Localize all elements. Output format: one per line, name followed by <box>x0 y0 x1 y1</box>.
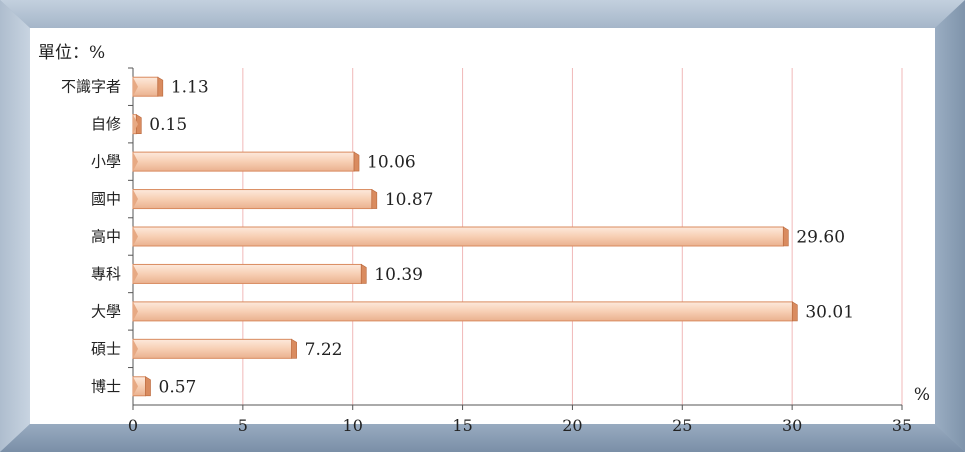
bar <box>132 76 164 97</box>
bar-face <box>132 189 373 210</box>
bar <box>132 114 142 135</box>
category-label: 博士 <box>91 377 121 395</box>
bar <box>132 338 297 359</box>
bar-face <box>132 338 293 359</box>
bar-end-cap <box>291 338 297 359</box>
x-tick-label: 0 <box>128 416 138 435</box>
value-label: 0.15 <box>149 115 187 135</box>
bar <box>132 263 367 284</box>
x-tick-label: 30 <box>782 416 802 435</box>
x-tick-label: 25 <box>672 416 692 435</box>
bar <box>132 189 378 210</box>
bar-face <box>132 263 362 284</box>
category-label: 國中 <box>91 190 121 208</box>
bar-face <box>132 301 793 322</box>
value-label: 7.22 <box>305 340 343 360</box>
bars <box>132 76 798 397</box>
bar-end-cap <box>145 376 151 397</box>
x-tick-label: 35 <box>892 416 912 435</box>
bar <box>132 301 798 322</box>
bar-end-cap <box>783 226 789 247</box>
x-tick-label: 10 <box>343 416 363 435</box>
frame-bevel-bottom <box>0 424 965 452</box>
value-label: 10.39 <box>374 265 423 285</box>
category-label: 專科 <box>91 265 121 283</box>
category-label: 碩士 <box>91 340 121 358</box>
value-label: 10.06 <box>367 153 416 173</box>
x-axis-unit: % <box>914 385 930 405</box>
bar-notch <box>133 114 138 134</box>
bar <box>132 376 151 397</box>
category-label: 不識字者 <box>61 78 121 96</box>
value-label: 1.13 <box>171 78 209 98</box>
bar-face <box>132 151 355 172</box>
bar-end-cap <box>360 263 367 284</box>
bar-notch <box>133 339 138 359</box>
bar-end-cap <box>371 189 378 209</box>
bar-notch <box>133 301 138 321</box>
bar-notch <box>133 376 138 396</box>
category-label: 大學 <box>91 302 121 320</box>
category-label: 高中 <box>91 228 121 246</box>
bar-end-cap <box>792 301 798 322</box>
x-tick-label: 15 <box>452 416 472 435</box>
bar <box>132 226 789 247</box>
bar-face <box>132 226 784 247</box>
category-label: 小學 <box>91 153 121 171</box>
bar-end-cap <box>157 76 164 97</box>
bar-notch <box>133 189 138 209</box>
x-tick-label: 20 <box>562 416 582 435</box>
value-label: 0.57 <box>159 377 197 397</box>
value-label: 10.87 <box>385 190 434 210</box>
bar-notch <box>133 77 138 97</box>
category-label: 自修 <box>91 115 121 133</box>
value-label: 30.01 <box>805 302 854 322</box>
bar-notch <box>133 264 138 284</box>
unit-label: 單位：% <box>38 43 105 63</box>
frame-bevel-right <box>935 0 965 452</box>
labels: 0 5 10 15 20 25 30 35 不識字者 1.13 自修 0.15 小學 10.06 國中 10.… <box>61 78 912 435</box>
x-tick-label: 5 <box>238 416 248 435</box>
bar-notch <box>133 152 138 172</box>
frame-bevel-top <box>0 0 965 28</box>
bar <box>132 151 360 172</box>
bar-notch <box>133 227 138 246</box>
frame-bevel-left <box>0 0 30 452</box>
value-label: 29.60 <box>796 228 845 248</box>
bar-end-cap <box>353 151 360 172</box>
